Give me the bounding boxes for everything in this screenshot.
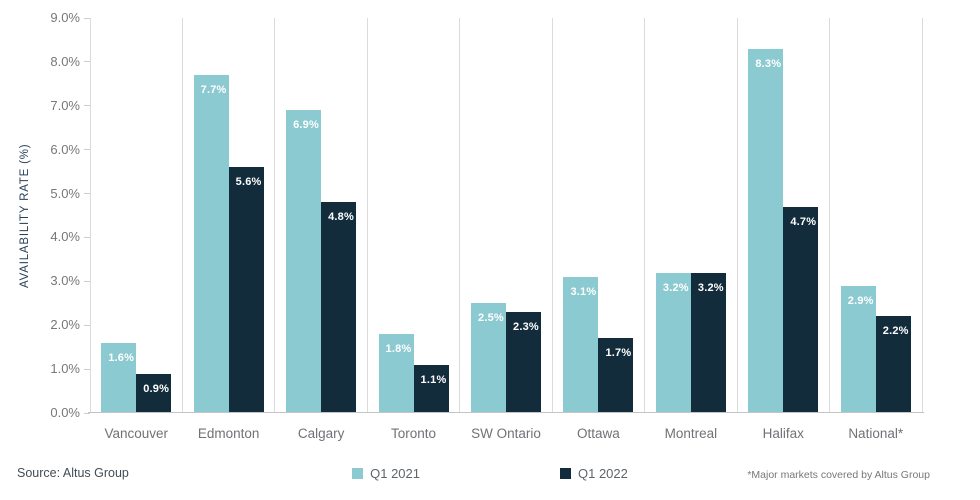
bar-value-label: 2.5% [478,312,504,325]
bar-q1-2022-ottawa: 1.7% [598,338,634,413]
bar-q1-2022-national-: 2.2% [875,316,911,413]
bar-value-label: 6.9% [293,119,319,132]
y-axis-tick-label: 9.0% [50,10,80,25]
y-axis-tick-label: 2.0% [50,317,80,333]
gridline [829,18,831,413]
x-axis-label-montreal: Montreal [664,426,718,441]
y-axis-tick-label: 7.0% [50,97,80,113]
bar-q1-2021-toronto: 1.8% [378,334,414,413]
y-axis-tick-label: 0.0% [50,405,80,420]
bar-q1-2021-sw-ontario: 2.5% [471,303,506,413]
legend-label: Q1 2022 [578,466,628,481]
bar-q1-2022-halifax: 4.7% [783,206,819,413]
y-axis-tick [84,149,90,151]
gridline [551,18,553,413]
bar-value-label: 0.9% [143,382,170,395]
legend-item-q1-2022: Q1 2022 [560,466,628,481]
plot-area: 1.6% 0.9% 7.7% 5.6% 6.9% 4.8% 1.8% 1.1% 2.5% 2.3%… [88,18,924,413]
bar-value-label: 1.7% [605,347,632,360]
bar-q1-2021-calgary: 6.9% [286,110,322,413]
gridline [459,18,461,413]
gridline [921,18,923,413]
y-axis-tick-label: 4.0% [50,229,80,245]
legend-item-q1-2021: Q1 2021 [352,466,420,481]
bar-value-label: 3.1% [570,285,597,298]
x-axis-label-ottawa: Ottawa [577,426,620,441]
y-axis-tick-label: 5.0% [50,185,80,201]
x-axis-label-calgary: Calgary [297,426,345,441]
bar-value-label: 2.2% [882,325,909,338]
legend-swatch-icon [560,468,571,479]
x-axis-label-vancouver: Vancouver [104,426,168,441]
gridline [274,18,276,413]
bar-q1-2022-edmonton: 5.6% [228,167,264,413]
y-axis-tick [84,17,90,19]
y-axis-tick [84,324,90,326]
footnote: *Major markets covered by Altus Group [747,469,930,481]
x-axis-label-edmonton: Edmonton [197,426,260,441]
y-axis-tick [84,368,90,370]
bar-value-label: 3.2% [697,281,724,294]
legend: Q1 2021 Q1 2022 [0,466,980,481]
bar-value-label: 1.6% [108,351,135,364]
bar-value-label: 4.7% [790,215,817,228]
y-axis-tick-label: 1.0% [50,361,80,377]
gridline [366,18,368,413]
bar-value-label: 2.9% [847,294,874,307]
bar-q1-2021-edmonton: 7.7% [193,75,229,413]
bar-q1-2022-toronto: 1.1% [413,364,449,413]
legend-swatch-icon [352,468,364,479]
x-axis-category-labels: Vancouver Edmonton Calgary Toronto SW Ontari… [90,426,922,441]
x-axis-label-national-: National* [848,426,904,441]
bar-value-label: 3.2% [662,281,689,294]
y-axis-tick-label: 3.0% [50,273,80,289]
bar-value-label: 5.6% [235,176,262,189]
y-axis-tick [84,280,90,282]
bar-q1-2021-ottawa: 3.1% [563,276,599,413]
x-axis-label-sw-ontario: SW Ontario [471,426,541,441]
y-axis-tick [84,236,90,238]
y-axis-tick [84,105,90,107]
y-axis-tick [84,193,90,195]
y-axis-tick-label: 6.0% [50,141,80,157]
gridline [736,18,738,413]
bar-q1-2021-halifax: 8.3% [748,48,784,413]
bar-q1-2021-national-: 2.9% [840,285,876,413]
bar-q1-2021-vancouver: 1.6% [101,342,137,413]
x-axis-label-toronto: Toronto [391,426,437,441]
bar-value-label: 8.3% [755,57,782,70]
y-axis-tick [84,61,90,63]
bar-q1-2022-montreal: 3.2% [690,272,726,413]
gridline [644,18,646,413]
x-axis-label-halifax: Halifax [762,426,804,441]
y-axis-tick [84,412,90,414]
gridline [181,18,183,413]
bar-value-label: 1.1% [420,373,447,386]
x-axis-baseline [88,412,924,413]
source-label: Source: Altus Group [17,466,129,480]
y-axis-tick-label: 8.0% [50,53,80,69]
gridline [89,18,91,413]
bar-q1-2022-sw-ontario: 2.3% [506,312,541,413]
bar-value-label: 1.8% [385,343,412,355]
bar-value-label: 7.7% [200,84,227,97]
bar-value-label: 4.8% [328,211,354,224]
y-axis-title: AVAILABILITY RATE (%) [19,143,31,288]
bar-value-label: 2.3% [513,321,539,334]
legend-label: Q1 2021 [370,466,420,481]
bar-q1-2022-calgary: 4.8% [321,202,357,413]
bar-q1-2022-vancouver: 0.9% [136,373,172,413]
bar-q1-2021-montreal: 3.2% [655,272,691,413]
